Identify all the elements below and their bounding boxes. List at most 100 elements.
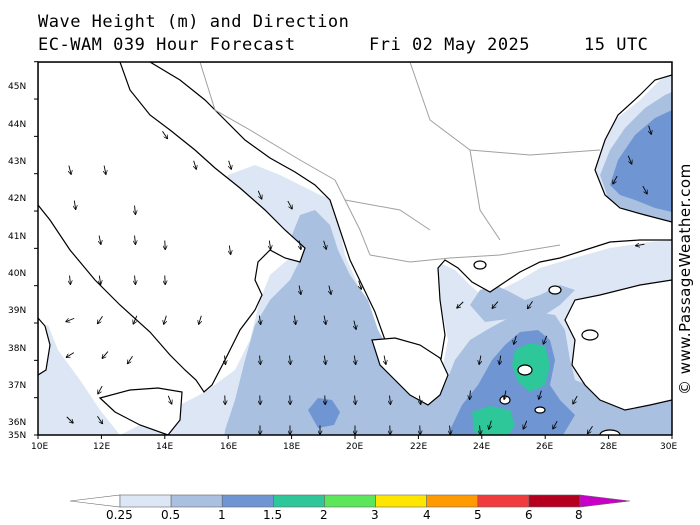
colorbar-label: 8 [575,508,583,522]
direction-arrow [543,335,548,344]
direction-arrow [355,395,356,405]
border-line [469,149,501,241]
direction-arrow [504,390,506,400]
lat-tick-label: 40N [8,269,26,279]
wave-band-medium-north-aegean [470,285,575,322]
sea-layer [38,75,672,435]
direction-arrow [642,185,647,194]
latitude-tickmarks [34,61,38,436]
lat-tick-label: 36N [8,418,26,428]
direction-arrow [66,416,73,423]
direction-arrow [354,355,355,365]
direction-arrow [324,240,327,250]
colorbar-segment [426,494,479,508]
direction-arrow [229,160,232,170]
direction-arrow [127,356,133,363]
island [534,406,546,414]
direction-arrow [457,301,464,308]
colorbar-segment [119,494,172,508]
direction-arrow [499,355,500,365]
direction-arrow [587,426,593,433]
border-line [369,244,561,263]
direction-arrow [66,352,75,358]
border-line [344,199,431,231]
island [473,260,487,270]
colorbar-low-end [69,494,121,508]
latitude-axis: 45N 44N 43N 42N 41N 40N 39N 38N 37N 36N … [8,82,26,441]
colorbar-label: 3 [371,508,379,522]
wave-height-colorbar [69,494,631,508]
direction-arrow [259,315,260,325]
direction-arrow [299,240,301,250]
direction-arrow [294,315,295,325]
lon-tick-label: 10E [31,442,48,452]
lon-tick-label: 28E [600,442,617,452]
direction-arrow [133,315,138,324]
direction-arrow [324,315,326,325]
island [517,364,533,376]
chart-title: Wave Height (m) and Direction [38,12,350,32]
colorbar-label: 1 [218,508,226,522]
direction-arrow [164,315,167,325]
direction-arrow [539,390,542,400]
direction-arrow [299,285,301,295]
black-sea-dark [610,110,672,212]
wave-band-dark-ionian-patch [308,398,340,428]
lat-tick-label: 42N [8,194,26,204]
lon-tick-label: 26E [536,442,553,452]
direction-arrow [450,425,451,435]
colorbar-segment [528,494,581,508]
direction-arrow [523,420,528,429]
direction-arrow [384,355,386,365]
forecast-date: Fri 02 May 2025 [369,35,531,55]
lat-tick-label: 43N [8,157,26,167]
colorbar-label: 0.25 [106,508,133,522]
island [581,329,599,341]
colorbar-label: 5 [474,508,482,522]
direction-arrow [69,165,71,175]
direction-arrow [162,131,167,138]
direction-arrow [104,165,106,175]
direction-arrow [102,351,109,359]
colorbar-label: 0.5 [161,508,180,522]
colorbar-high-end [579,494,631,508]
direction-arrow [489,420,492,430]
colorbar-label: 6 [525,508,533,522]
lat-tick-label: 45N [8,82,26,92]
direction-arrow [553,420,558,429]
lon-tick-label: 22E [410,442,427,452]
lat-tick-label: 41N [8,232,26,242]
direction-arrow [66,317,75,321]
direction-arrow [135,235,136,245]
direction-arrow [194,160,197,170]
direction-arrow [492,301,499,309]
island [548,285,562,295]
lat-tick-label: 35N [8,431,26,441]
direction-arrow [480,425,481,435]
direction-arrow [167,395,172,404]
colorbar-segment [273,494,325,508]
direction-arrow [229,245,230,255]
balkans-coast [148,62,672,381]
colorbar-labels: 0.25 0.5 1 1.5 2 3 4 5 6 8 [106,508,583,522]
direction-arrow [649,125,652,135]
longitude-tickmarks [37,435,673,439]
colorbar-segment [324,494,376,508]
lat-tick-label: 44N [8,120,26,130]
lat-tick-label: 39N [8,306,26,316]
lon-tick-label: 18E [283,442,300,452]
italy-coast [38,62,306,393]
sardinia-coast [38,317,51,376]
lat-tick-label: 38N [8,344,26,354]
colorbar-label: 4 [423,508,431,522]
colorbar-segment [221,494,274,508]
direction-arrow [135,275,136,285]
direction-arrow [135,205,136,215]
lon-tick-label: 16E [220,442,237,452]
direction-arrow [390,395,391,405]
direction-arrow [329,285,331,295]
direction-arrows [66,125,652,435]
colorbar-segment [375,494,427,508]
direction-arrow [514,335,517,345]
colorbar-segment [477,494,530,508]
